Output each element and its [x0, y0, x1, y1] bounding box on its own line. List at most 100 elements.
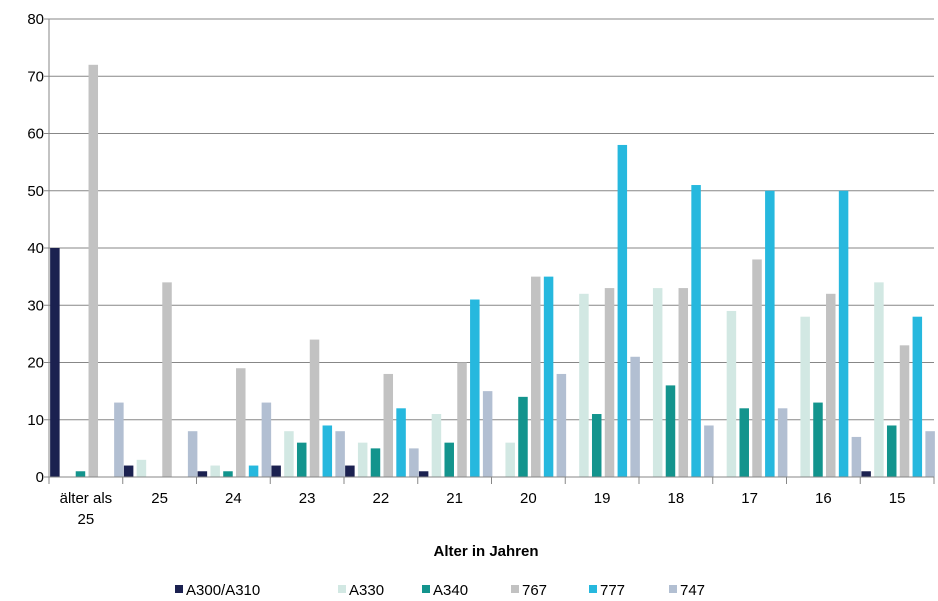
x-tick-label: 22 — [373, 490, 390, 507]
bar — [604, 288, 615, 477]
bar — [88, 64, 99, 478]
bar — [75, 471, 86, 477]
legend-label: A300/A310 — [186, 582, 260, 599]
y-tick-label: 20 — [27, 355, 44, 372]
bar — [777, 408, 788, 477]
x-tick-labels: älter als 25 25 24 23 22 21 20 19 18 17 16 15 — [60, 490, 906, 528]
bars — [50, 64, 935, 478]
y-tick-label: 10 — [27, 412, 44, 429]
bar — [912, 316, 923, 477]
y-tick-label: 70 — [27, 68, 44, 85]
bar — [296, 442, 307, 477]
bar — [543, 276, 554, 478]
bar — [123, 465, 134, 477]
x-tick-label: 23 — [299, 490, 316, 507]
bar — [886, 425, 897, 477]
bar — [739, 408, 749, 477]
legend-swatch — [511, 585, 519, 593]
bar — [409, 448, 419, 478]
legend-swatch — [338, 585, 346, 593]
y-tick-label: 40 — [27, 240, 44, 257]
bar — [813, 402, 823, 477]
gridlines — [49, 18, 934, 421]
x-axis-label: Alter in Jahren — [433, 543, 538, 560]
bar — [261, 402, 272, 477]
bar — [838, 190, 849, 477]
bar — [704, 425, 714, 477]
bar — [248, 465, 259, 477]
x-tick-label: 17 — [741, 490, 758, 507]
legend: A300/A310 A330 A340 767 777 747 — [175, 582, 705, 599]
bar — [197, 471, 208, 477]
bar — [752, 259, 762, 477]
bar — [899, 345, 910, 477]
bar — [114, 402, 124, 477]
y-tick-label: 30 — [27, 297, 44, 314]
y-tick-label: 60 — [27, 126, 44, 143]
bar — [457, 362, 467, 477]
legend-swatch — [669, 585, 677, 593]
bar — [335, 431, 345, 477]
bar — [678, 288, 689, 477]
y-tick-label: 50 — [27, 183, 44, 200]
bar — [617, 144, 628, 477]
bar — [431, 414, 442, 477]
bar — [162, 282, 172, 477]
bar — [444, 442, 454, 477]
legend-swatch — [175, 585, 183, 593]
x-tick-label: 16 — [815, 490, 832, 507]
legend-label: 767 — [522, 582, 547, 599]
y-tick-label: 0 — [36, 469, 44, 486]
bar — [396, 408, 406, 477]
bar — [691, 185, 701, 477]
bar — [874, 282, 884, 477]
bar — [210, 465, 220, 477]
bar — [800, 316, 810, 477]
bar — [370, 448, 381, 478]
bar — [630, 356, 640, 477]
y-tick-label: 80 — [27, 11, 44, 28]
bar — [357, 442, 368, 477]
bar — [652, 288, 663, 477]
bar — [765, 190, 775, 477]
x-tick-label: 25 — [151, 490, 168, 507]
bar — [309, 339, 320, 477]
bar — [284, 431, 294, 477]
bar — [861, 471, 871, 477]
bar — [345, 465, 355, 477]
legend-label: 747 — [680, 582, 705, 599]
bar — [505, 442, 515, 477]
x-tick-label: 25 — [78, 511, 95, 528]
bar — [50, 248, 60, 477]
x-tick-label: 18 — [668, 490, 685, 507]
bar — [531, 276, 541, 478]
bar — [591, 414, 602, 477]
bar — [236, 368, 246, 477]
bar — [726, 310, 737, 477]
bar — [383, 373, 394, 477]
x-tick-label: 15 — [889, 490, 906, 507]
x-tick-label: 19 — [594, 490, 611, 507]
bar — [223, 471, 233, 477]
legend-swatch — [589, 585, 597, 593]
bar — [556, 373, 567, 477]
x-tick-label: 21 — [446, 490, 463, 507]
bar — [826, 293, 836, 477]
bar — [470, 299, 480, 477]
legend-label: A330 — [349, 582, 384, 599]
bar — [322, 425, 333, 477]
bar — [482, 391, 493, 478]
bar — [851, 436, 862, 477]
bar — [136, 459, 147, 477]
x-tick-label: älter als — [60, 490, 113, 507]
y-tick-labels: 0 10 20 30 40 50 60 70 80 — [27, 11, 44, 486]
bar — [579, 293, 589, 477]
bar — [187, 431, 198, 477]
x-tick-label: 20 — [520, 490, 537, 507]
bar — [518, 396, 528, 477]
axes — [44, 18, 935, 484]
x-tick-label: 24 — [225, 490, 242, 507]
legend-label: A340 — [433, 582, 468, 599]
bar — [418, 471, 429, 477]
bar — [665, 385, 676, 477]
